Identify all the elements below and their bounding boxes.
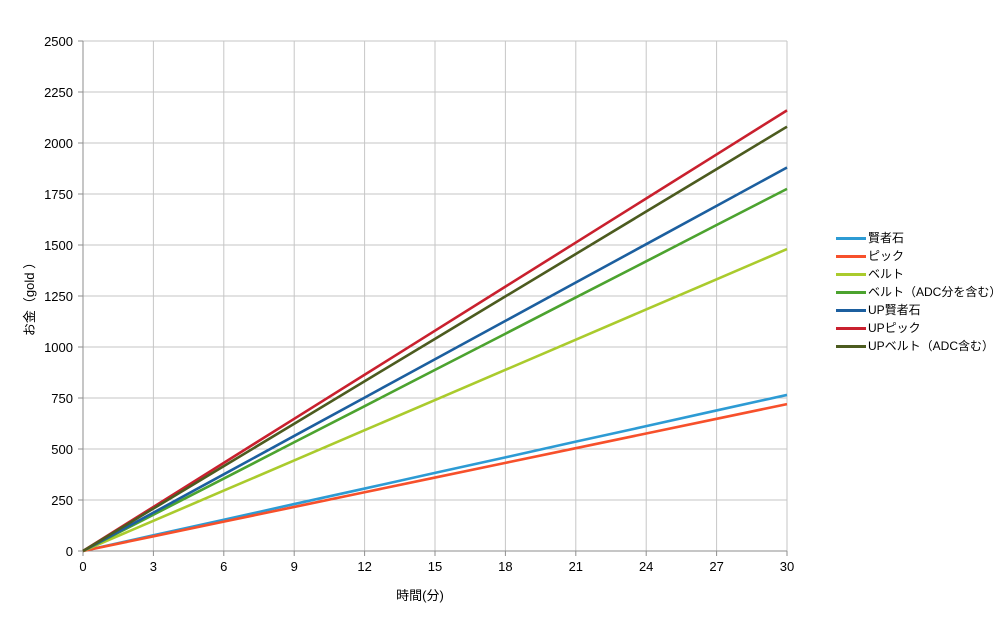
legend-item: UP賢者石 [836,301,996,319]
y-axis-title: お金（gold ） [22,255,37,337]
y-tick-label: 1500 [44,238,73,253]
legend-item: UPベルト（ADC含む） [836,337,996,355]
series-line-ベルト（ADC分を含む） [82,187,788,553]
legend-label: 賢者石 [868,231,905,245]
x-tick-label: 24 [638,559,654,574]
legend-item: ベルト [836,265,996,283]
series-line-賢者石 [82,393,788,553]
x-tick-label: 9 [290,559,298,574]
x-tick-label: 0 [79,559,87,574]
series-line-ベルト [82,247,788,553]
series-line-UP賢者石 [82,166,788,553]
legend-item: UPピック [836,319,996,337]
legend-label: ピック [868,249,905,263]
x-tick-label: 27 [709,559,724,574]
series-line-UPベルト（ADC含む） [82,125,788,553]
x-tick-label: 6 [220,559,228,574]
legend-swatch [836,326,866,330]
y-tick-label: 750 [51,391,73,406]
legend-label: UPベルト（ADC含む） [868,339,995,353]
x-tick-label: 15 [427,559,443,574]
x-tick-label: 30 [779,559,795,574]
legend-swatch [836,344,866,348]
y-tick-label: 500 [51,442,73,457]
legend-label: UP賢者石 [868,303,921,317]
legend-swatch [836,254,866,258]
legend-label: ベルト [868,267,905,281]
y-tick-label: 0 [65,544,73,559]
x-tick-label: 12 [357,559,372,574]
legend-label: UPピック [868,321,921,335]
x-tick-label: 21 [568,559,584,574]
legend-swatch [836,236,866,240]
x-axis-title: 時間(分) [396,588,444,603]
legend-item: ベルト（ADC分を含む） [836,283,996,301]
legend-swatch [836,290,866,294]
legend-item: ピック [836,247,996,265]
legend-item: 賢者石 [836,229,996,247]
y-tick-label: 250 [51,493,73,508]
y-tick-label: 1000 [44,340,73,355]
y-tick-label: 2000 [44,136,73,151]
y-tick-label: 1250 [44,289,73,304]
y-tick-label: 2500 [44,34,73,49]
legend-swatch [836,308,866,312]
x-tick-label: 3 [149,559,157,574]
legend-label: ベルト（ADC分を含む） [868,285,996,299]
y-tick-label: 1750 [44,187,73,202]
series-line-UPピック [82,109,788,553]
legend: 賢者石ピックベルトベルト（ADC分を含む） UP賢者石 UPピック UPベルト（ADC… [836,229,996,355]
legend-swatch [836,272,866,276]
y-tick-label: 2250 [44,85,73,100]
series-line-ピック [82,402,788,553]
x-tick-label: 18 [498,559,513,574]
